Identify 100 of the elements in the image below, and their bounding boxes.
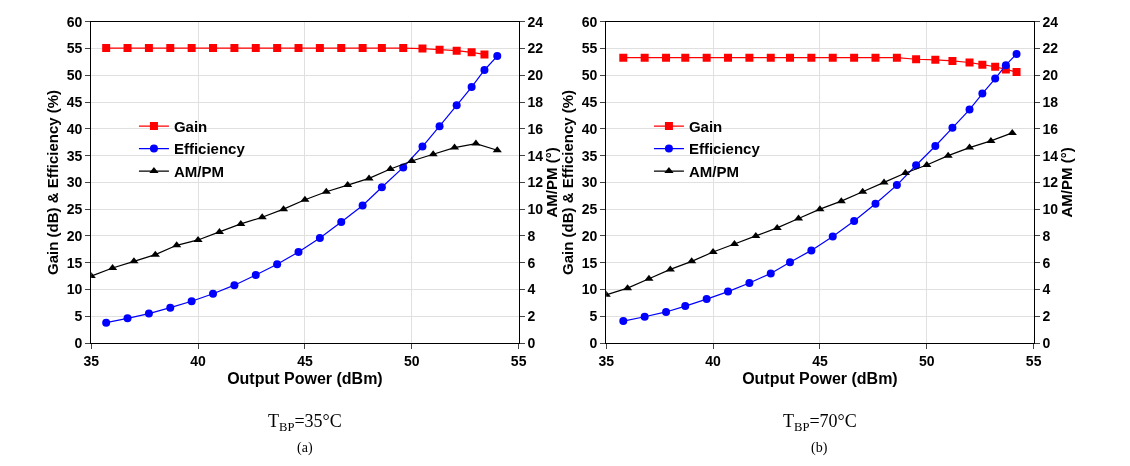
point <box>991 74 1000 83</box>
y2-tick-label: 24 <box>1042 13 1059 30</box>
point <box>230 281 239 290</box>
point <box>435 45 444 54</box>
point <box>745 279 754 288</box>
point <box>452 101 461 110</box>
y-tick-label: 25 <box>581 201 598 218</box>
y-tick-label: 0 <box>74 334 83 351</box>
point <box>619 317 628 326</box>
point <box>187 297 196 306</box>
y2-tick-label: 18 <box>1042 94 1059 110</box>
point <box>337 44 346 53</box>
y-tick-label: 0 <box>589 334 598 351</box>
point <box>123 44 132 53</box>
point <box>315 44 324 53</box>
point <box>467 83 476 92</box>
point <box>123 314 132 323</box>
y2-axis-title: AM/PM (°) <box>1058 147 1076 218</box>
point <box>294 44 303 53</box>
legend-label: Gain <box>688 117 723 135</box>
point <box>273 260 282 269</box>
point <box>1001 61 1010 70</box>
point <box>166 303 175 312</box>
y2-tick-label: 4 <box>527 281 536 298</box>
point <box>871 199 880 208</box>
x-tick-label: 50 <box>919 352 935 369</box>
point <box>965 105 974 114</box>
point <box>836 197 846 204</box>
point <box>978 89 987 98</box>
point <box>766 269 775 278</box>
y2-tick-label: 4 <box>1042 281 1051 298</box>
y2-tick-label: 12 <box>1042 174 1059 191</box>
point <box>681 302 690 311</box>
point <box>187 44 196 53</box>
y2-tick-label: 8 <box>527 227 536 244</box>
point <box>251 271 260 280</box>
y2-tick-label: 2 <box>527 308 536 325</box>
point <box>807 246 816 255</box>
x-tick-label: 55 <box>1025 352 1042 369</box>
y2-tick-label: 16 <box>527 120 544 137</box>
point <box>230 44 239 53</box>
point <box>931 55 940 64</box>
point <box>708 247 718 254</box>
point <box>702 53 711 62</box>
y2-tick-label: 20 <box>1042 67 1059 84</box>
point <box>150 250 160 257</box>
point <box>343 181 353 188</box>
y-tick-label: 50 <box>66 67 83 84</box>
point <box>399 44 408 53</box>
y2-tick-label: 10 <box>527 201 544 218</box>
point <box>619 53 628 62</box>
point <box>948 123 957 132</box>
point <box>892 181 901 190</box>
y-tick-label: 60 <box>66 13 83 30</box>
y2-tick-label: 20 <box>527 67 544 84</box>
y-tick-label: 55 <box>66 40 83 57</box>
point <box>828 53 837 62</box>
point <box>435 122 444 131</box>
y2-tick-label: 12 <box>527 174 544 191</box>
text: T$_{BP}$=70°C <box>783 411 857 434</box>
point <box>315 234 324 243</box>
y2-tick-label: 2 <box>1042 308 1051 325</box>
point <box>828 232 837 241</box>
y-tick-label: 40 <box>66 120 83 137</box>
point <box>965 58 974 67</box>
y-tick-label: 45 <box>66 94 83 110</box>
point <box>452 46 461 55</box>
x-tick-label: 50 <box>404 352 420 369</box>
point <box>471 139 481 146</box>
x-axis-title: Output Power (dBm) <box>742 369 898 387</box>
point <box>144 44 153 53</box>
point <box>166 44 175 53</box>
x-tick-label: 40 <box>190 352 207 369</box>
y-tick-label: 30 <box>581 174 598 191</box>
y2-tick-label: 10 <box>1042 201 1059 218</box>
point <box>871 53 880 62</box>
point <box>1012 49 1021 58</box>
legend-label: Efficiency <box>173 140 246 158</box>
point <box>418 142 427 151</box>
text: T$_{BP}$=35°C <box>268 411 342 434</box>
point <box>850 53 859 62</box>
x-tick-label: 45 <box>812 352 828 369</box>
point <box>892 53 901 62</box>
y-tick-label: 15 <box>66 254 83 271</box>
y-tick-label: 35 <box>66 147 83 164</box>
y-tick-label: 55 <box>581 40 598 57</box>
point <box>858 187 868 194</box>
y-tick-label: 50 <box>581 67 598 84</box>
y2-tick-label: 18 <box>527 94 544 110</box>
point <box>702 295 711 304</box>
point <box>209 289 218 298</box>
point <box>912 161 921 170</box>
point <box>321 187 331 194</box>
y-tick-label: 30 <box>66 174 83 191</box>
legend-label: AM/PM <box>688 162 739 180</box>
y2-tick-label: 16 <box>1042 120 1059 137</box>
point <box>912 55 921 64</box>
point <box>948 56 957 65</box>
point <box>640 312 649 321</box>
point <box>943 151 953 158</box>
